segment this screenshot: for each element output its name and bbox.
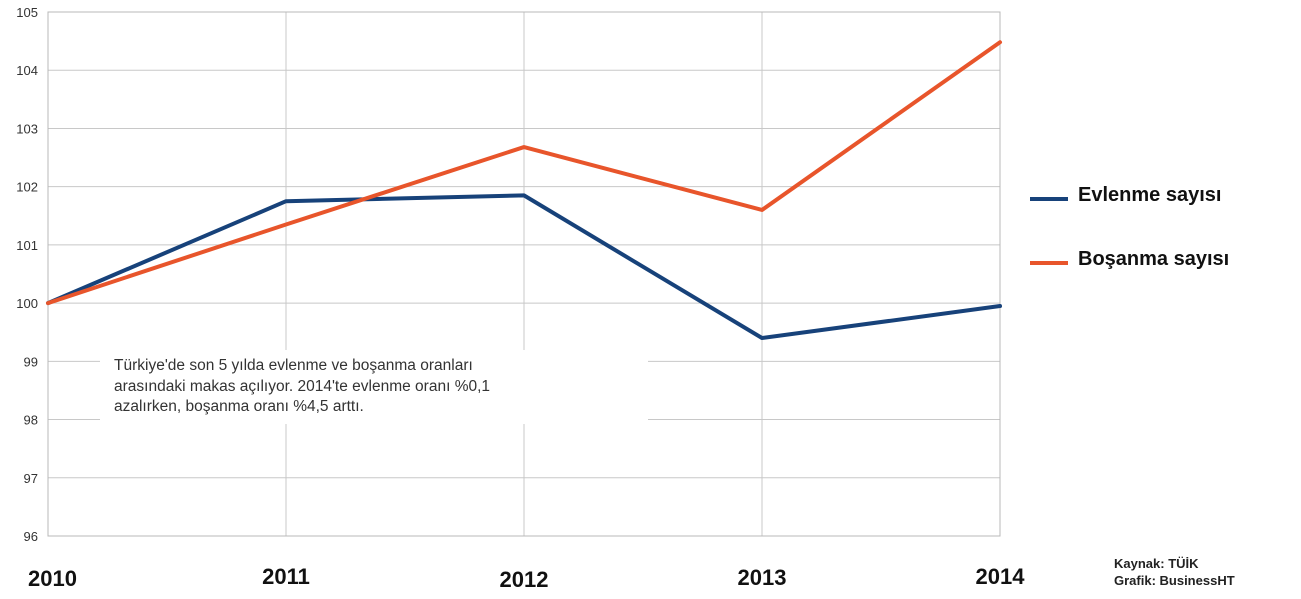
series-line-0 xyxy=(46,193,1002,341)
y-tick-label: 102 xyxy=(16,180,38,195)
x-tick-label: 2014 xyxy=(976,564,1026,589)
legend-label: Evlenme sayısı xyxy=(1078,184,1221,206)
x-axis-ticks: 2010 2011 2012 2013 2014 xyxy=(28,564,1025,592)
plot-border xyxy=(47,11,1001,537)
source-credit: Kaynak: TÜİK xyxy=(1114,556,1199,571)
x-tick-label: 2013 xyxy=(738,565,787,590)
graphic-credit: Grafik: BusinessHT xyxy=(1114,572,1235,588)
y-tick-label: 97 xyxy=(24,471,38,486)
y-tick-label: 104 xyxy=(16,63,38,78)
legend: Evlenme sayısı Boşanma sayısı xyxy=(1030,184,1229,270)
grid-lines xyxy=(47,11,1001,537)
chart-annotation: Türkiye'de son 5 yılda evlenme ve boşanm… xyxy=(100,350,648,424)
credits: Kaynak: TÜİK Grafik: BusinessHT xyxy=(1114,556,1235,590)
y-tick-label: 100 xyxy=(16,296,38,311)
y-tick-label: 101 xyxy=(16,238,38,253)
x-tick-label: 2011 xyxy=(262,564,310,589)
y-axis-ticks: 96 97 98 99 100 101 102 103 104 105 xyxy=(16,5,38,544)
x-tick-label: 2012 xyxy=(500,567,549,592)
plot-frame xyxy=(47,11,1001,537)
y-tick-label: 105 xyxy=(16,5,38,20)
y-tick-label: 99 xyxy=(24,354,38,369)
series-lines xyxy=(46,40,1002,341)
series-line-1 xyxy=(46,40,1002,306)
y-tick-label: 96 xyxy=(24,529,38,544)
x-tick-label: 2010 xyxy=(28,566,77,591)
y-tick-label: 103 xyxy=(16,121,38,136)
legend-label: Boşanma sayısı xyxy=(1078,248,1229,270)
y-tick-label: 98 xyxy=(24,413,38,428)
